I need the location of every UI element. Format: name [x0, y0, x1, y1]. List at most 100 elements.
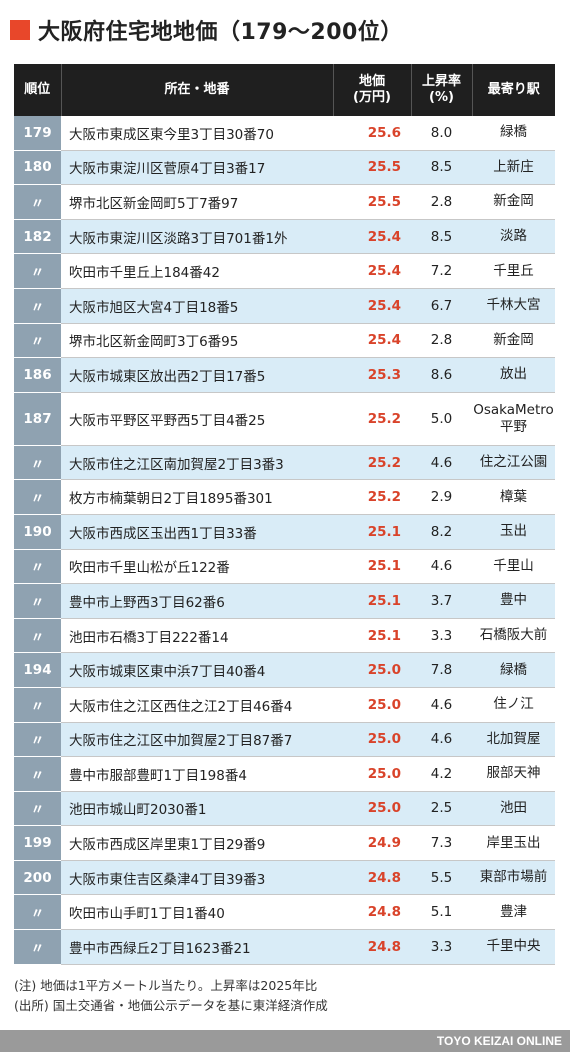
- station-name: 緑橋: [500, 661, 527, 678]
- station-name-line2: 平野: [500, 418, 527, 435]
- station-name: 放出: [500, 366, 527, 383]
- location-cell: 大阪市東淀川区菅原4丁目3番17: [61, 150, 333, 186]
- table-row: 〃大阪市住之江区南加賀屋2丁目3番3 25.2 4.6 住之江公園: [14, 445, 555, 481]
- rank-cell: 199: [14, 825, 61, 861]
- rise-cell: 4.6: [411, 549, 472, 585]
- table-row: 〃吹田市千里丘上184番42 25.4 7.2 千里丘: [14, 253, 555, 289]
- rank-cell: 180: [14, 150, 61, 186]
- station-name: OsakaMetro: [473, 401, 554, 418]
- price-cell: 25.4: [333, 219, 411, 255]
- station-name: 上新庄: [493, 158, 534, 175]
- page-title: 大阪府住宅地地価（179〜200位）: [38, 20, 403, 45]
- location-cell: 吹田市山手町1丁目1番40: [61, 894, 333, 931]
- location-cell: 豊中市服部豊町1丁目198番4: [61, 756, 333, 792]
- station-cell: 千林大宮: [472, 288, 555, 324]
- rank-cell: 〃: [14, 549, 61, 585]
- rise-cell: 8.0: [411, 116, 472, 151]
- location-cell: 大阪市東成区東今里3丁目30番70: [61, 116, 333, 151]
- location-cell: 池田市城山町2030番1: [61, 791, 333, 827]
- location-cell: 大阪市西成区岸里東1丁目29番9: [61, 825, 333, 861]
- ranking-table: 順位 所在・地番 地価 (万円) 上昇率 (%) 最寄り駅 179 大阪市東成区東…: [14, 64, 555, 965]
- table-row: 〃大阪市旭区大宮4丁目18番5 25.4 6.7 千林大宮: [14, 288, 555, 324]
- price-cell: 25.1: [333, 549, 411, 585]
- table-row: 179 大阪市東成区東今里3丁目30番70 25.6 8.0 緑橋: [14, 116, 555, 151]
- station-cell: 玉出: [472, 514, 555, 550]
- rise-cell: 4.6: [411, 445, 472, 481]
- price-cell: 25.1: [333, 514, 411, 550]
- table-row: 〃豊中市上野西3丁目62番6 25.1 3.7 豊中: [14, 583, 555, 619]
- station-cell: 上新庄: [472, 150, 555, 186]
- location-cell: 大阪市住之江区南加賀屋2丁目3番3: [61, 445, 333, 481]
- price-cell: 25.1: [333, 583, 411, 619]
- station-cell: 岸里玉出: [472, 825, 555, 861]
- table-header-row: 順位 所在・地番 地価 (万円) 上昇率 (%) 最寄り駅: [14, 64, 555, 116]
- station-name: 北加賀屋: [486, 730, 541, 747]
- table-row: 194 大阪市城東区東中浜7丁目40番4 25.0 7.8 緑橋: [14, 652, 555, 688]
- note-definition: (注) 地価は1平方メートル当たり。上昇率は2025年比: [14, 978, 318, 993]
- station-name: 新金岡: [493, 331, 534, 348]
- rise-cell: 7.8: [411, 652, 472, 688]
- location-cell: 池田市石橋3丁目222番14: [61, 618, 333, 654]
- location-cell: 豊中市西緑丘2丁目1623番21: [61, 929, 333, 965]
- station-name: 岸里玉出: [486, 834, 541, 851]
- price-cell: 25.0: [333, 722, 411, 758]
- rise-cell: 2.8: [411, 184, 472, 220]
- note-source: (出所) 国土交通省・地価公示データを基に東洋経済作成: [14, 998, 328, 1013]
- table-row: 〃枚方市楠葉朝日2丁目1895番301 25.2 2.9 樟葉: [14, 479, 555, 515]
- rise-cell: 6.7: [411, 288, 472, 324]
- rank-cell: 〃: [14, 618, 61, 654]
- station-name: 淡路: [500, 228, 527, 245]
- table-body: 179 大阪市東成区東今里3丁目30番70 25.6 8.0 緑橋 180 大阪市東淀川区菅…: [14, 116, 555, 965]
- header-rise-label: 上昇率: [421, 74, 461, 89]
- rank-cell: 〃: [14, 323, 61, 359]
- station-cell: 池田: [472, 791, 555, 827]
- price-cell: 25.2: [333, 479, 411, 515]
- rank-cell: 〃: [14, 288, 61, 324]
- rank-cell: 194: [14, 652, 61, 688]
- table-row: 200 大阪市東住吉区桑津4丁目39番3 24.8 5.5 東部市場前: [14, 860, 555, 896]
- table-row: 〃池田市城山町2030番1 25.0 2.5 池田: [14, 791, 555, 827]
- rank-cell: 〃: [14, 722, 61, 758]
- rank-cell: 〃: [14, 583, 61, 619]
- price-cell: 24.8: [333, 860, 411, 896]
- price-cell: 25.2: [333, 445, 411, 481]
- rise-cell: 5.5: [411, 860, 472, 896]
- price-cell: 25.4: [333, 323, 411, 359]
- price-cell: 25.4: [333, 288, 411, 324]
- header-rise-unit: (%): [429, 90, 454, 105]
- station-cell: 放出: [472, 357, 555, 393]
- location-cell: 大阪市旭区大宮4丁目18番5: [61, 288, 333, 324]
- rise-cell: 3.7: [411, 583, 472, 619]
- price-cell: 25.1: [333, 618, 411, 654]
- station-name: 千里丘: [493, 262, 534, 279]
- station-name: 緑橋: [500, 124, 527, 141]
- price-cell: 24.9: [333, 825, 411, 861]
- station-name: 玉出: [500, 523, 527, 540]
- price-cell: 24.8: [333, 929, 411, 965]
- rise-cell: 4.6: [411, 722, 472, 758]
- notes: (注) 地価は1平方メートル当たり。上昇率は2025年比 (出所) 国土交通省・…: [14, 976, 328, 1016]
- footer-brand: TOYO KEIZAI ONLINE: [0, 1030, 570, 1052]
- rise-cell: 8.5: [411, 150, 472, 186]
- location-cell: 大阪市東淀川区淡路3丁目701番1外: [61, 219, 333, 255]
- price-cell: 25.0: [333, 756, 411, 792]
- title-bar: 大阪府住宅地地価（179〜200位）: [10, 14, 403, 46]
- station-name: 千里山: [493, 557, 534, 574]
- table-row: 182 大阪市東淀川区淡路3丁目701番1外 25.4 8.5 淡路: [14, 219, 555, 255]
- price-cell: 25.2: [333, 392, 411, 446]
- location-cell: 大阪市住之江区西住之江2丁目46番4: [61, 687, 333, 723]
- station-cell: 北加賀屋: [472, 722, 555, 758]
- station-cell: 千里山: [472, 549, 555, 585]
- station-cell: 千里中央: [472, 929, 555, 965]
- rank-cell: 〃: [14, 894, 61, 931]
- rise-cell: 8.5: [411, 219, 472, 255]
- header-station: 最寄り駅: [472, 64, 555, 116]
- header-location: 所在・地番: [61, 64, 334, 116]
- rank-cell: 〃: [14, 184, 61, 220]
- rank-cell: 182: [14, 219, 61, 255]
- rise-cell: 3.3: [411, 618, 472, 654]
- station-name: 新金岡: [493, 193, 534, 210]
- rise-cell: 8.2: [411, 514, 472, 550]
- price-cell: 25.0: [333, 652, 411, 688]
- station-name: 池田: [500, 799, 527, 816]
